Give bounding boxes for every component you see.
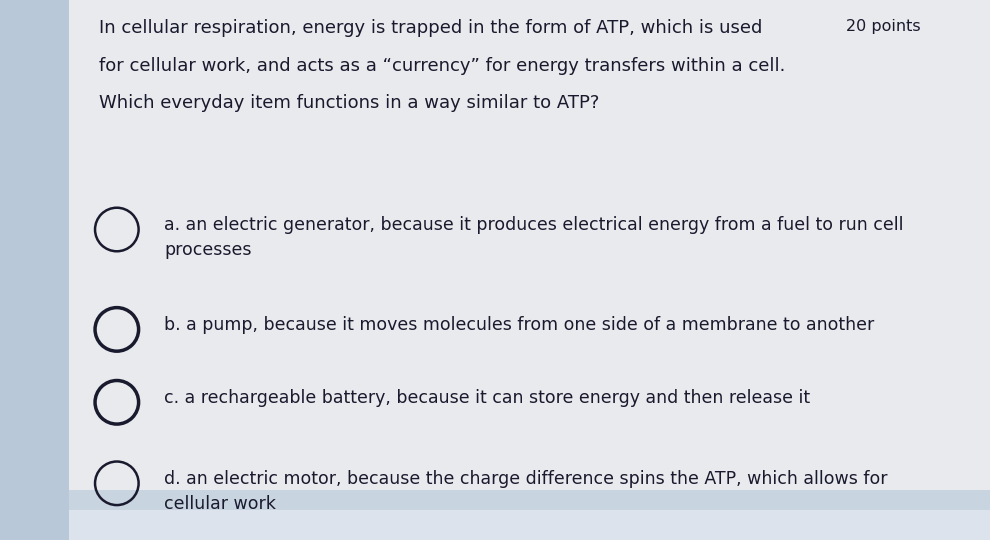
FancyBboxPatch shape <box>69 0 990 491</box>
Text: c. a rechargeable battery, because it can store energy and then release it: c. a rechargeable battery, because it ca… <box>164 389 811 407</box>
Text: In cellular respiration, energy is trapped in the form of ATP, which is used: In cellular respiration, energy is trapp… <box>99 19 762 37</box>
Text: b. a pump, because it moves molecules from one side of a membrane to another: b. a pump, because it moves molecules fr… <box>164 316 874 334</box>
Text: 20 points: 20 points <box>846 19 921 34</box>
Text: a. an electric generator, because it produces electrical energy from a fuel to r: a. an electric generator, because it pro… <box>164 216 904 259</box>
FancyBboxPatch shape <box>0 0 69 540</box>
FancyBboxPatch shape <box>69 509 990 540</box>
Text: Which everyday item functions in a way similar to ATP?: Which everyday item functions in a way s… <box>99 94 599 112</box>
Text: for cellular work, and acts as a “currency” for energy transfers within a cell.: for cellular work, and acts as a “curren… <box>99 57 785 75</box>
Text: d. an electric motor, because the charge difference spins the ATP, which allows : d. an electric motor, because the charge… <box>164 470 888 513</box>
FancyBboxPatch shape <box>69 490 990 510</box>
